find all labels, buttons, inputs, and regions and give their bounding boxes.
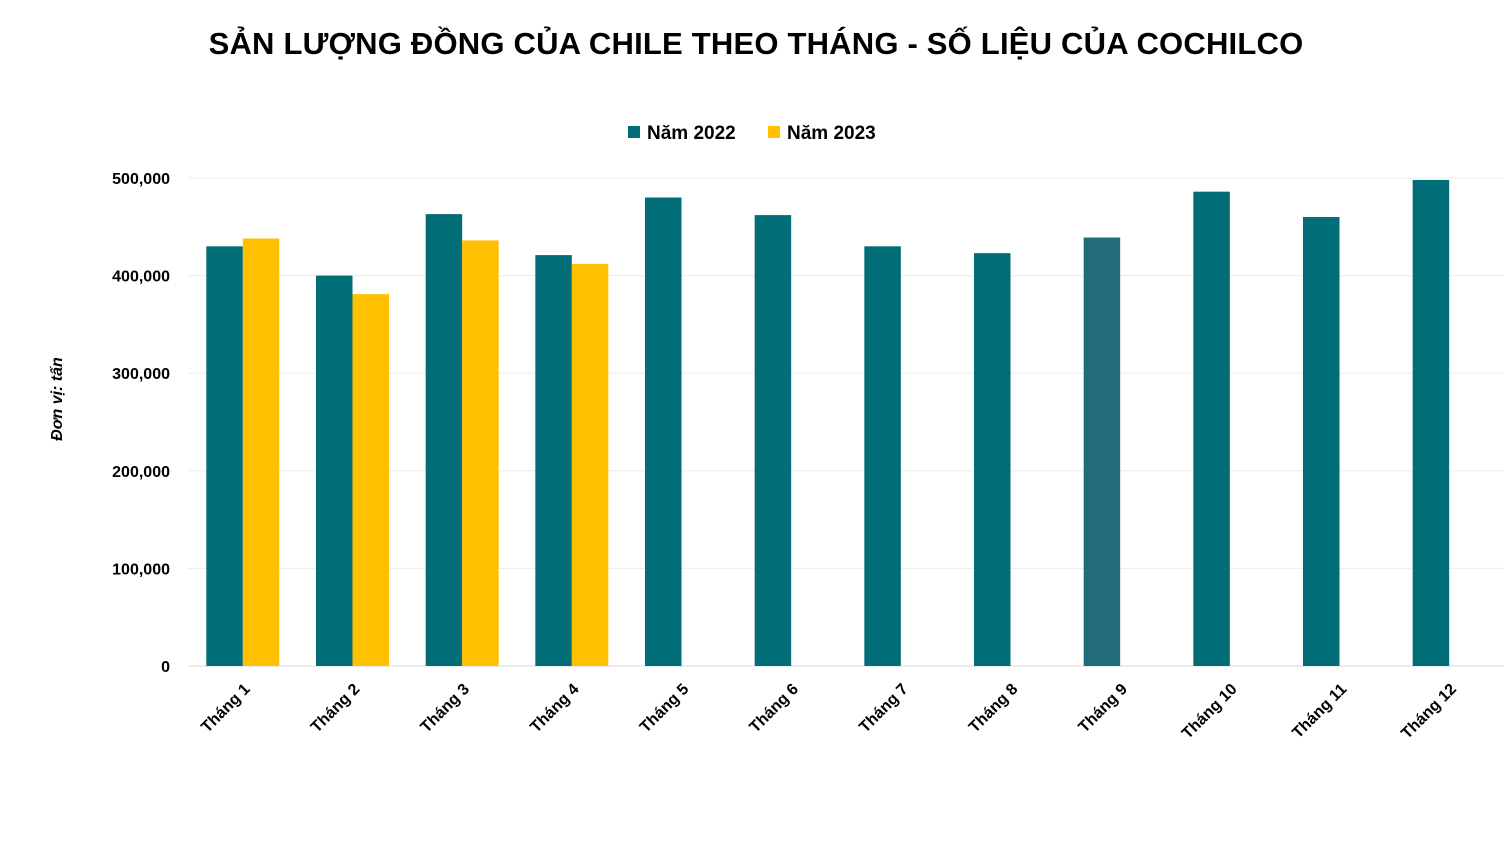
x-tick-label: Tháng 10 [1179, 681, 1241, 743]
bar-series-1 [1303, 217, 1340, 667]
y-axis-label: Đơn vị: tấn [49, 357, 66, 441]
y-tick-label: 100,000 [112, 561, 170, 578]
y-tick-label: 0 [161, 659, 170, 676]
legend-label: Năm 2022 [647, 123, 736, 144]
bar-series-2 [571, 263, 609, 666]
x-tick-label: Tháng 3 [418, 681, 473, 736]
x-tick-label: Tháng 1 [198, 681, 253, 736]
x-tick-label: Tháng 4 [527, 681, 582, 736]
bar-series-2 [462, 240, 499, 667]
bar-series-1 [535, 255, 572, 666]
x-tick-label: Tháng 7 [856, 681, 911, 736]
x-tick-label: Tháng 11 [1289, 681, 1350, 742]
x-tick-label: Tháng 8 [966, 681, 1021, 736]
x-tick-label: Tháng 5 [637, 681, 692, 736]
bar-series-1 [425, 214, 463, 666]
bar-series-1 [1083, 237, 1121, 666]
y-tick-label: 300,000 [112, 366, 170, 383]
bar-series-1 [206, 246, 243, 666]
bar-series-1 [316, 275, 353, 666]
y-tick-label: 500,000 [112, 171, 170, 188]
bar-series-2 [242, 238, 280, 666]
bar-series-1 [1412, 179, 1450, 666]
y-tick-label: 200,000 [112, 464, 170, 481]
gridlines [188, 177, 1504, 667]
bars [206, 179, 1450, 667]
legend: Năm 2022 Năm 2023 [628, 123, 876, 144]
chart-title: SẢN LƯỢNG ĐỒNG CỦA CHILE THEO THÁNG - SỐ… [208, 26, 1304, 61]
legend-swatch [628, 126, 640, 138]
legend-swatch [768, 126, 780, 138]
x-tick-label: Tháng 12 [1398, 681, 1460, 743]
bar-series-1 [864, 246, 901, 666]
bar-series-1 [974, 253, 1011, 667]
legend-label: Năm 2023 [787, 123, 876, 144]
y-axis-ticks: 0 100,000 200,000 300,000 400,000 500,000 [112, 171, 170, 676]
bar-series-2 [352, 294, 389, 666]
x-axis-ticks: Tháng 1 Tháng 2 Tháng 3 Tháng 4 Tháng 5 Tháng… [198, 681, 1460, 743]
bar-series-1 [754, 215, 792, 666]
bar-series-1 [645, 197, 682, 666]
bar-series-1 [1193, 191, 1230, 666]
x-tick-label: Tháng 2 [308, 681, 363, 736]
y-tick-label: 400,000 [112, 269, 170, 286]
x-tick-label: Tháng 6 [747, 681, 802, 736]
x-tick-label: Tháng 9 [1076, 681, 1131, 736]
